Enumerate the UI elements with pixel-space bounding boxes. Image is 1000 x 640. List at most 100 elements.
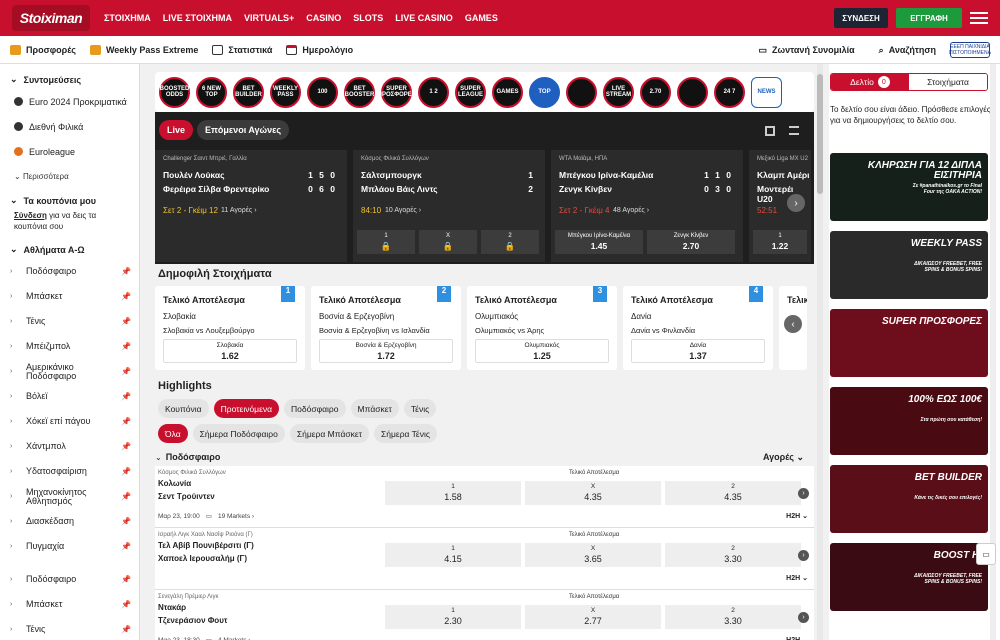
sidebar-item-sport[interactable]: › Τένις 📌 xyxy=(0,309,139,334)
offers-link[interactable]: Προσφορές xyxy=(10,44,76,55)
sidebar-item-sport[interactable]: › Χόκεϊ επί πάγου 📌 xyxy=(0,409,139,434)
odd-button[interactable]: Ολυμπιακός 1.25 xyxy=(475,339,609,363)
filter-chip[interactable]: Σήμερα Ποδόσφαιρο xyxy=(192,424,285,443)
promo-circle-icon[interactable]: BET BOOSTER xyxy=(344,76,375,108)
nav-live-casino[interactable]: LIVE CASINO xyxy=(395,13,453,23)
pin-icon[interactable]: 📌 xyxy=(121,267,131,276)
nav-live[interactable]: LIVE ΣΤΟΙΧΗΜΑ xyxy=(162,13,232,23)
pin-icon[interactable]: 📌 xyxy=(121,575,131,584)
nav-slots[interactable]: SLOTS xyxy=(353,13,384,23)
stats-link[interactable]: Στατιστικά xyxy=(212,44,272,55)
sidebar-item-sport[interactable]: › Τένις 📌 xyxy=(0,617,139,640)
scrollbar[interactable] xyxy=(817,64,823,640)
sidebar-item-sport[interactable]: › Μπάσκετ 📌 xyxy=(0,284,139,309)
odd-button[interactable]: 2 3.30 xyxy=(665,543,801,567)
sidebar-item-sport[interactable]: › Ποδόσφαιρο 📌 xyxy=(0,567,139,592)
odd-button[interactable]: 2 3.30 xyxy=(665,605,801,629)
pin-icon[interactable]: 📌 xyxy=(121,367,131,376)
list-view-icon[interactable] xyxy=(789,126,799,135)
pin-icon[interactable]: 📌 xyxy=(121,542,131,551)
sidebar-item-sport[interactable]: › Υδατοσφαίριση 📌 xyxy=(0,459,139,484)
sidebar-item-sport[interactable]: › Μπάσκετ 📌 xyxy=(0,592,139,617)
coupons-header[interactable]: ⌄ Τα κουπόνια μου xyxy=(10,195,97,206)
sidebar-item-sport[interactable]: › Βόλεϊ 📌 xyxy=(0,384,139,409)
tab-live[interactable]: Live xyxy=(159,120,194,140)
sports-header[interactable]: ⌄ Αθλήματα Α-Ω xyxy=(10,244,85,255)
promo-banner[interactable]: WEEKLY PASS ΔΙΚΑΙΩΣΟΥ FREEBET, FREE SPINS… xyxy=(830,231,988,299)
search-link[interactable]: ⌕ Αναζήτηση xyxy=(878,44,936,56)
register-button[interactable]: ΕΓΓΡΑΦΗ xyxy=(896,8,962,28)
promo-circle-icon[interactable]: SUPER ΠΡΟΣΦΟΡΕΣ xyxy=(378,76,415,108)
event-row[interactable]: Κόσμος Φιλικά Συλλόγων Κολωνία Σεντ Τρούιν… xyxy=(155,466,814,528)
highlight-tab[interactable]: Μπάσκετ xyxy=(350,399,399,418)
odd-button[interactable]: Σλοβακία 1.62 xyxy=(163,339,297,363)
sidebar-item-sport[interactable]: › Πυγμαχία 📌 xyxy=(0,534,139,559)
filter-chip[interactable]: Όλα xyxy=(158,424,188,443)
pin-icon[interactable]: 📌 xyxy=(121,467,131,476)
stoiximan-logo[interactable]: Stoiximan xyxy=(12,5,90,31)
sidebar-item-sport[interactable]: › Χάντμπολ 📌 xyxy=(0,434,139,459)
pin-icon[interactable]: 📌 xyxy=(121,625,131,634)
scrollbar[interactable] xyxy=(990,64,996,640)
nav-casino[interactable]: CASINO xyxy=(306,13,342,23)
odd-button[interactable]: 2 4.35 xyxy=(665,481,801,505)
pin-icon[interactable]: 📌 xyxy=(121,517,131,526)
sidebar-item-euroleague[interactable]: Euroleague xyxy=(0,139,139,164)
menu-icon[interactable] xyxy=(970,8,988,28)
promo-banner[interactable]: SUPER ΠΡΟΣΦΟΡΕΣ xyxy=(830,309,988,377)
sidebar-item-sport[interactable]: › Αμερικάνικο Ποδόσφαιρο 📌 xyxy=(0,359,139,384)
h2h-toggle[interactable]: H2H ⌄ xyxy=(786,574,808,582)
nav-sports[interactable]: ΣΤΟΙΧΗΜΑ xyxy=(104,13,151,23)
pin-icon[interactable]: 📌 xyxy=(121,600,131,609)
promo-circle-icon[interactable]: 2.70 xyxy=(640,76,671,108)
filter-chip[interactable]: Σήμερα Τένις xyxy=(374,424,437,443)
pin-icon[interactable]: 📌 xyxy=(121,492,131,501)
popular-bet-card[interactable]: Τελικό Αποτέλεσμα 1 Σλοβακία Σλοβακία vs Λο… xyxy=(155,286,305,370)
pin-icon[interactable]: 📌 xyxy=(121,342,131,351)
h2h-toggle[interactable]: H2H ⌄ xyxy=(786,636,808,640)
promo-circle-icon[interactable]: BOOSTED ODDS xyxy=(159,76,190,108)
filter-chip[interactable]: Σήμερα Μπάσκετ xyxy=(289,424,370,443)
odd-button[interactable]: 1 1.58 xyxy=(385,481,521,505)
popular-bet-card[interactable]: Τελικό Αποτέλεσμα 2 Βοσνία & Ερζεγοβίνη Βοσ… xyxy=(311,286,461,370)
odd-button[interactable]: Ζενγκ Κίνβεν 2.70 xyxy=(647,230,735,254)
event-row[interactable]: Ισραήλ Λιγκ Χααλ Νασίψ Ριοόνα (Γ) Τελ Αβί… xyxy=(155,528,814,590)
nav-virtuals[interactable]: VIRTUALS+ xyxy=(244,13,295,23)
live-chat-link[interactable]: ▭ Ζωντανή Συνομιλία xyxy=(758,44,855,56)
live-card[interactable]: Κόσμος Φιλικά Συλλόγων Σάλτσμπουργκ Μπλά… xyxy=(353,150,545,262)
promo-circle-icon[interactable]: LIVE STREAM xyxy=(603,76,634,108)
odd-button[interactable]: Βοσνία & Ερζεγοβίνη 1.72 xyxy=(319,339,453,363)
odd-button[interactable]: Δανία 1.37 xyxy=(631,339,765,363)
promo-circle-icon[interactable] xyxy=(677,76,708,108)
odd-button[interactable]: X 3.65 xyxy=(525,543,661,567)
pin-icon[interactable]: 📌 xyxy=(121,442,131,451)
grid-view-icon[interactable] xyxy=(765,126,775,136)
tab-betslip[interactable]: Δελτίο 0 xyxy=(831,74,909,90)
event-row[interactable]: Σενεγάλη Πρέμιερ Λιγκ Ντακάρ Τζενεράσιον Φ… xyxy=(155,590,814,640)
login-link[interactable]: Σύνδεση xyxy=(14,211,47,220)
odd-button[interactable]: 1 2.30 xyxy=(385,605,521,629)
odd-button[interactable]: 1 4.15 xyxy=(385,543,521,567)
promo-circle-icon[interactable]: TOP xyxy=(529,76,560,108)
chevron-right-icon[interactable]: › xyxy=(798,550,809,561)
markets-dropdown[interactable]: Αγορές ⌄ xyxy=(762,451,804,462)
promo-banner[interactable]: BET BUILDER Κάνε τις δικές σου επιλογές! xyxy=(830,465,988,533)
calendar-link[interactable]: Ημερολόγιο xyxy=(286,44,353,55)
highlight-tab[interactable]: Ποδόσφαιρο xyxy=(284,399,346,418)
promo-circle-icon[interactable]: SUPER LEAGUE xyxy=(455,76,486,108)
tab-bets[interactable]: Στοιχήματα xyxy=(909,74,987,90)
odd-button[interactable]: X 2.77 xyxy=(525,605,661,629)
promo-circle-icon[interactable]: BET BUILDER xyxy=(233,76,264,108)
football-section-header[interactable]: ⌄ Ποδόσφαιρο Αγορές ⌄ xyxy=(155,451,804,463)
chat-icon[interactable]: ▭ xyxy=(976,543,996,565)
more-link[interactable]: ⌄ Περισσότερα xyxy=(14,172,69,181)
chevron-right-icon[interactable]: › xyxy=(798,488,809,499)
highlight-tab[interactable]: Τένις xyxy=(403,399,437,418)
h2h-toggle[interactable]: H2H ⌄ xyxy=(786,512,808,520)
pin-icon[interactable]: 📌 xyxy=(121,292,131,301)
sidebar-item-sport[interactable]: › Διασκέδαση 📌 xyxy=(0,509,139,534)
sidebar-item-sport[interactable]: › Μπέιζμπολ 📌 xyxy=(0,334,139,359)
promo-circle-icon[interactable]: GAMES xyxy=(492,76,523,108)
sidebar-item-sport[interactable]: › Μηχανοκίνητος Αθλητισμός 📌 xyxy=(0,484,139,509)
promo-circle-icon[interactable]: NEWS xyxy=(751,76,782,108)
